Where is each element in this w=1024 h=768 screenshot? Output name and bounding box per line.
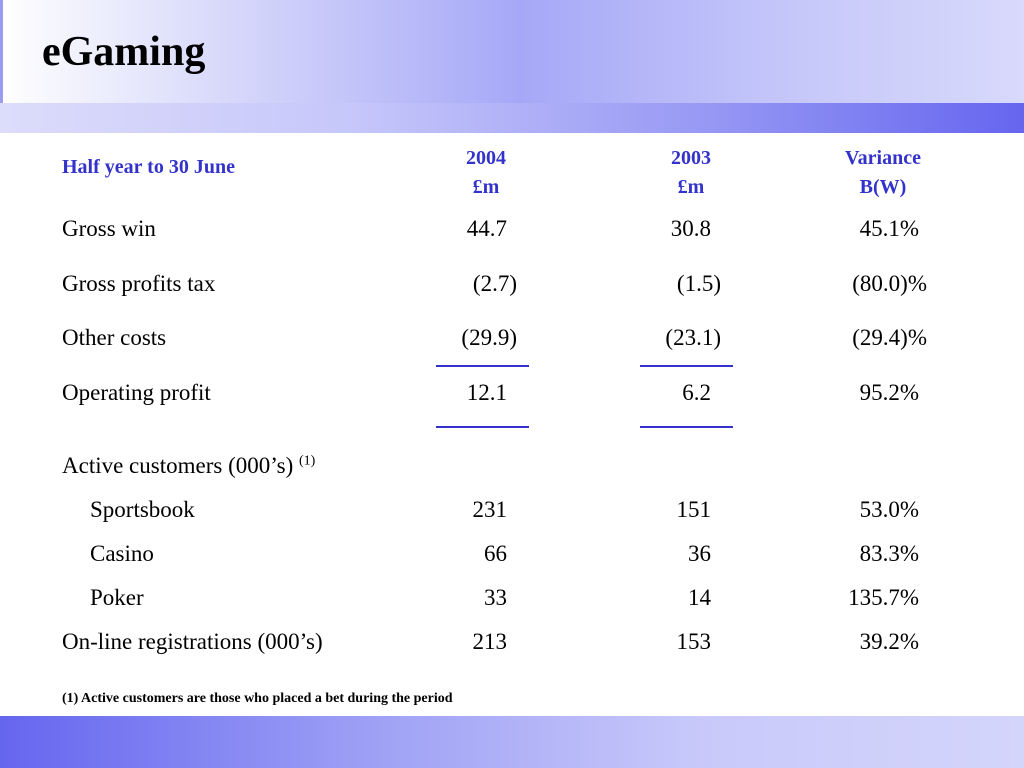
header-left-edge	[0, 0, 3, 103]
value-2003: 14	[688, 585, 711, 610]
value-variance: 45.1%	[859, 216, 919, 241]
col-header-variance-line1: Variance	[845, 147, 921, 169]
value-2003: (23.1)	[665, 325, 721, 350]
total-rule-2003	[640, 426, 733, 428]
value-variance: 83.3%	[859, 541, 919, 566]
value-2004: 12.1	[466, 380, 507, 405]
table-header-label: Half year to 30 June	[62, 156, 235, 178]
value-variance: 39.2%	[859, 629, 919, 654]
row-label: Sportsbook	[90, 497, 195, 522]
row-label: Other costs	[62, 325, 167, 350]
col-header-2003-unit: £m	[677, 176, 705, 198]
row-label: Poker	[90, 585, 144, 610]
row-label: Gross profits tax	[62, 271, 216, 296]
row-label: On-line registrations (000’s)	[62, 629, 323, 654]
subtotal-rule-2003	[640, 365, 733, 367]
col-header-2004: 2004 £m	[446, 144, 526, 202]
value-2004: 44.7	[466, 216, 507, 241]
col-header-variance: Variance B(W)	[823, 144, 943, 202]
row-label: Casino	[90, 541, 154, 566]
footnote: (1) Active customers are those who place…	[62, 691, 453, 706]
value-2003: 6.2	[682, 380, 711, 405]
active-customers-label: Active customers (000’s)	[62, 453, 294, 478]
col-header-2003-year: 2003	[671, 147, 711, 169]
value-variance: 95.2%	[859, 380, 919, 405]
value-variance: 135.7%	[848, 585, 919, 610]
value-2003: 30.8	[670, 216, 711, 241]
slide-title: eGaming	[42, 29, 206, 75]
subtotal-rule-2004	[436, 365, 529, 367]
col-header-2004-unit: £m	[472, 176, 500, 198]
value-2004: (2.7)	[472, 271, 517, 296]
header-sub-band	[0, 103, 1024, 133]
value-2003: (1.5)	[676, 271, 721, 296]
value-2004: 231	[472, 497, 508, 522]
value-2003: 151	[676, 497, 712, 522]
value-2004: 213	[472, 629, 508, 654]
header-band	[0, 0, 1024, 103]
value-2003: 36	[688, 541, 711, 566]
value-variance: (80.0)%	[852, 271, 927, 296]
row-label: Gross win	[62, 216, 156, 241]
value-2004: 33	[484, 585, 507, 610]
value-variance: 53.0%	[859, 497, 919, 522]
col-header-2003: 2003 £m	[651, 144, 731, 202]
footer-band	[0, 716, 1024, 768]
row-label: Operating profit	[62, 380, 211, 405]
active-customers-heading: Active customers (000’s) (1)	[62, 452, 315, 480]
value-variance: (29.4)%	[852, 325, 927, 350]
value-2004: 66	[484, 541, 507, 566]
total-rule-2004	[436, 426, 529, 428]
value-2004: (29.9)	[461, 325, 517, 350]
col-header-variance-line2: B(W)	[859, 176, 907, 198]
value-2003: 153	[676, 629, 712, 654]
footnote-marker: (1)	[298, 453, 316, 469]
col-header-2004-year: 2004	[466, 147, 506, 169]
